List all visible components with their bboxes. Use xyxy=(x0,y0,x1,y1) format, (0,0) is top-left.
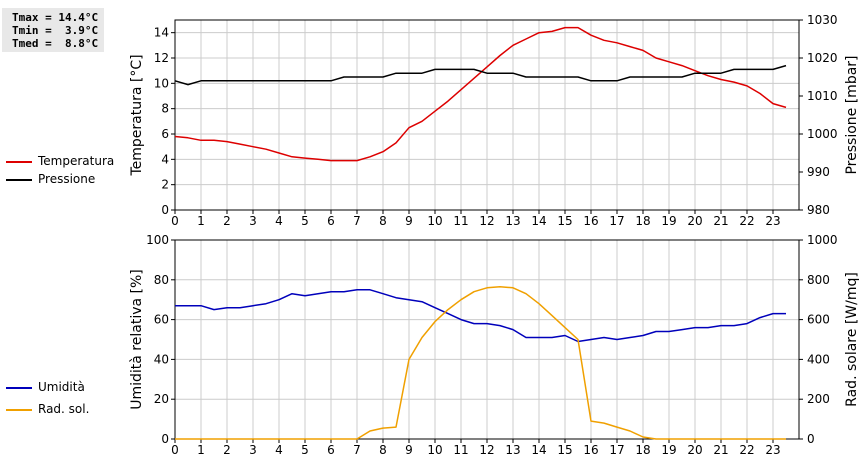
y-tick-label: 10 xyxy=(154,76,169,90)
x-tick-label: 20 xyxy=(687,443,702,457)
x-tick-label: 13 xyxy=(505,214,520,228)
y-tick-label: 0 xyxy=(161,203,169,217)
x-tick-label: 8 xyxy=(379,214,387,228)
x-tick-label: 16 xyxy=(583,214,598,228)
x-tick-label: 2 xyxy=(223,214,231,228)
stat-tmin: Tmin = 3.9°C xyxy=(12,24,99,37)
series-line-pressione xyxy=(174,64,787,86)
x-tick-label: 23 xyxy=(765,443,780,457)
x-tick-label: 7 xyxy=(353,443,361,457)
x-tick-label: 21 xyxy=(713,214,728,228)
x-tick-label: 0 xyxy=(171,214,179,228)
x-tick-label: 4 xyxy=(275,214,283,228)
legend-label-umidita: Umidità xyxy=(38,380,85,394)
x-tick-label: 22 xyxy=(739,214,754,228)
x-tick-label: 19 xyxy=(661,214,676,228)
x-tick-label: 16 xyxy=(583,443,598,457)
x-tick-label: 23 xyxy=(765,214,780,228)
x-tick-label: 7 xyxy=(353,214,361,228)
x-tick-label: 2 xyxy=(223,443,231,457)
x-tick-label: 5 xyxy=(301,443,309,457)
x-tick-label: 0 xyxy=(171,443,179,457)
x-tick-label: 17 xyxy=(609,214,624,228)
legend-swatch-temperatura xyxy=(6,161,32,163)
x-tick-label: 14 xyxy=(531,214,546,228)
y-right-tick-label: 800 xyxy=(807,273,830,287)
x-tick-label: 12 xyxy=(479,214,494,228)
x-tick-label: 3 xyxy=(249,214,257,228)
y-axis-title: Umidità relativa [%] xyxy=(129,269,145,410)
x-tick-label: 6 xyxy=(327,443,335,457)
y-tick-label: 4 xyxy=(161,152,169,166)
y-right-tick-label: 400 xyxy=(807,352,830,366)
y-tick-label: 40 xyxy=(154,352,169,366)
legend-swatch-rad-sol xyxy=(6,409,32,411)
x-tick-label: 10 xyxy=(427,214,442,228)
stat-tmed: Tmed = 8.8°C xyxy=(12,37,99,50)
x-tick-label: 18 xyxy=(635,214,650,228)
x-tick-label: 1 xyxy=(197,443,205,457)
x-tick-label: 6 xyxy=(327,214,335,228)
y-tick-label: 12 xyxy=(154,51,169,65)
y-right-tick-label: 600 xyxy=(807,313,830,327)
y-tick-label: 0 xyxy=(161,432,169,446)
x-tick-label: 10 xyxy=(427,443,442,457)
x-tick-label: 15 xyxy=(557,214,572,228)
y-tick-label: 14 xyxy=(154,26,169,40)
x-tick-label: 9 xyxy=(405,443,413,457)
y-right-tick-label: 990 xyxy=(807,165,830,179)
y-right-tick-label: 0 xyxy=(807,432,815,446)
y-tick-label: 100 xyxy=(146,233,169,247)
legend-label-rad-sol: Rad. sol. xyxy=(38,402,90,416)
y-tick-label: 60 xyxy=(154,313,169,327)
plot-frame xyxy=(174,19,800,211)
legend-label-pressione: Pressione xyxy=(38,172,96,186)
x-tick-label: 3 xyxy=(249,443,257,457)
y-axis-title: Temperatura [°C] xyxy=(129,54,145,176)
legend-label-temperatura: Temperatura xyxy=(38,154,115,168)
x-tick-label: 12 xyxy=(479,443,494,457)
y-tick-label: 6 xyxy=(161,127,169,141)
series-line-rad-sol xyxy=(175,286,786,440)
series-line-umidita xyxy=(175,289,786,343)
y-tick-label: 8 xyxy=(161,102,169,116)
y-right-tick-label: 1000 xyxy=(807,127,838,141)
series-line-temperatura xyxy=(174,26,787,162)
y-tick-label: 80 xyxy=(154,273,169,287)
y-right-axis-title: Rad. solare [W/mq] xyxy=(844,272,860,407)
stat-tmax: Tmax = 14.4°C xyxy=(12,11,99,24)
x-tick-label: 15 xyxy=(557,443,572,457)
plot-frame xyxy=(174,239,800,440)
legend-swatch-pressione xyxy=(6,179,32,181)
x-tick-label: 5 xyxy=(301,214,309,228)
y-tick-label: 2 xyxy=(161,178,169,192)
y-right-tick-label: 1020 xyxy=(807,51,838,65)
x-tick-label: 4 xyxy=(275,443,283,457)
x-tick-label: 21 xyxy=(713,443,728,457)
y-tick-label: 20 xyxy=(154,392,169,406)
x-tick-label: 17 xyxy=(609,443,624,457)
x-tick-label: 1 xyxy=(197,214,205,228)
y-right-axis-title: Pressione [mbar] xyxy=(844,55,860,174)
x-tick-label: 13 xyxy=(505,443,520,457)
y-right-tick-label: 200 xyxy=(807,392,830,406)
x-tick-label: 20 xyxy=(687,214,702,228)
y-right-tick-label: 1000 xyxy=(807,233,838,247)
x-tick-label: 22 xyxy=(739,443,754,457)
y-right-tick-label: 1010 xyxy=(807,89,838,103)
x-tick-label: 11 xyxy=(453,214,468,228)
x-tick-label: 11 xyxy=(453,443,468,457)
x-tick-label: 18 xyxy=(635,443,650,457)
y-right-tick-label: 980 xyxy=(807,203,830,217)
stats-box: Tmax = 14.4°C Tmin = 3.9°C Tmed = 8.8°C xyxy=(2,8,104,52)
x-tick-label: 14 xyxy=(531,443,546,457)
x-tick-label: 19 xyxy=(661,443,676,457)
x-tick-label: 8 xyxy=(379,443,387,457)
legend-swatch-umidita xyxy=(6,387,32,389)
x-tick-label: 9 xyxy=(405,214,413,228)
y-right-tick-label: 1030 xyxy=(807,13,838,27)
